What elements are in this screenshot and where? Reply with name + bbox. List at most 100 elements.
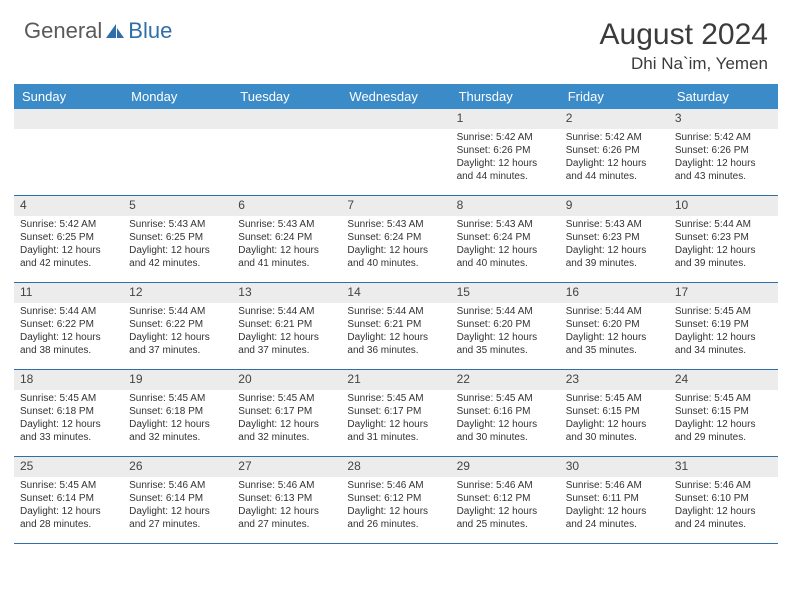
sunrise-line: Sunrise: 5:43 AM xyxy=(129,218,226,231)
week-row: 25Sunrise: 5:45 AMSunset: 6:14 PMDayligh… xyxy=(14,457,778,544)
sunset-line: Sunset: 6:25 PM xyxy=(129,231,226,244)
day-number: 7 xyxy=(341,196,450,216)
day-headers-row: SundayMondayTuesdayWednesdayThursdayFrid… xyxy=(14,84,778,109)
sunset-line: Sunset: 6:13 PM xyxy=(238,492,335,505)
daylight2-line: and 28 minutes. xyxy=(20,518,117,531)
sunrise-line: Sunrise: 5:42 AM xyxy=(675,131,772,144)
sunrise-line: Sunrise: 5:44 AM xyxy=(566,305,663,318)
daylight1-line: Daylight: 12 hours xyxy=(675,157,772,170)
day-header: Saturday xyxy=(669,84,778,109)
daylight2-line: and 30 minutes. xyxy=(566,431,663,444)
day-header: Thursday xyxy=(451,84,560,109)
day-cell: 30Sunrise: 5:46 AMSunset: 6:11 PMDayligh… xyxy=(560,457,669,543)
day-header: Sunday xyxy=(14,84,123,109)
sunrise-line: Sunrise: 5:45 AM xyxy=(238,392,335,405)
daylight1-line: Daylight: 12 hours xyxy=(347,331,444,344)
day-number: 3 xyxy=(669,109,778,129)
daylight1-line: Daylight: 12 hours xyxy=(457,505,554,518)
week-row: 18Sunrise: 5:45 AMSunset: 6:18 PMDayligh… xyxy=(14,370,778,457)
daylight2-line: and 40 minutes. xyxy=(347,257,444,270)
sunrise-line: Sunrise: 5:44 AM xyxy=(238,305,335,318)
day-cell: 8Sunrise: 5:43 AMSunset: 6:24 PMDaylight… xyxy=(451,196,560,282)
daylight2-line: and 24 minutes. xyxy=(675,518,772,531)
day-number xyxy=(14,109,123,129)
day-cell: 12Sunrise: 5:44 AMSunset: 6:22 PMDayligh… xyxy=(123,283,232,369)
sunset-line: Sunset: 6:22 PM xyxy=(20,318,117,331)
daylight1-line: Daylight: 12 hours xyxy=(566,505,663,518)
day-cell xyxy=(232,109,341,195)
day-number xyxy=(123,109,232,129)
sunset-line: Sunset: 6:15 PM xyxy=(566,405,663,418)
day-number: 15 xyxy=(451,283,560,303)
sunset-line: Sunset: 6:22 PM xyxy=(129,318,226,331)
sunset-line: Sunset: 6:21 PM xyxy=(238,318,335,331)
sunrise-line: Sunrise: 5:44 AM xyxy=(20,305,117,318)
day-number: 17 xyxy=(669,283,778,303)
daylight1-line: Daylight: 12 hours xyxy=(566,331,663,344)
week-row: 1Sunrise: 5:42 AMSunset: 6:26 PMDaylight… xyxy=(14,109,778,196)
sunrise-line: Sunrise: 5:43 AM xyxy=(566,218,663,231)
daylight2-line: and 35 minutes. xyxy=(457,344,554,357)
day-cell: 21Sunrise: 5:45 AMSunset: 6:17 PMDayligh… xyxy=(341,370,450,456)
sunrise-line: Sunrise: 5:46 AM xyxy=(347,479,444,492)
sunset-line: Sunset: 6:21 PM xyxy=(347,318,444,331)
day-body: Sunrise: 5:44 AMSunset: 6:22 PMDaylight:… xyxy=(123,303,232,361)
daylight1-line: Daylight: 12 hours xyxy=(675,331,772,344)
daylight2-line: and 27 minutes. xyxy=(129,518,226,531)
daylight1-line: Daylight: 12 hours xyxy=(457,157,554,170)
daylight1-line: Daylight: 12 hours xyxy=(675,418,772,431)
sunrise-line: Sunrise: 5:44 AM xyxy=(675,218,772,231)
day-cell: 7Sunrise: 5:43 AMSunset: 6:24 PMDaylight… xyxy=(341,196,450,282)
day-header: Wednesday xyxy=(341,84,450,109)
daylight1-line: Daylight: 12 hours xyxy=(238,244,335,257)
daylight1-line: Daylight: 12 hours xyxy=(20,418,117,431)
sunset-line: Sunset: 6:24 PM xyxy=(347,231,444,244)
day-header: Tuesday xyxy=(232,84,341,109)
page-title: August 2024 xyxy=(600,18,768,52)
daylight2-line: and 38 minutes. xyxy=(20,344,117,357)
day-body: Sunrise: 5:43 AMSunset: 6:23 PMDaylight:… xyxy=(560,216,669,274)
day-cell: 17Sunrise: 5:45 AMSunset: 6:19 PMDayligh… xyxy=(669,283,778,369)
day-body: Sunrise: 5:45 AMSunset: 6:15 PMDaylight:… xyxy=(669,390,778,448)
sunset-line: Sunset: 6:26 PM xyxy=(457,144,554,157)
sunrise-line: Sunrise: 5:44 AM xyxy=(129,305,226,318)
sunset-line: Sunset: 6:26 PM xyxy=(566,144,663,157)
day-cell: 15Sunrise: 5:44 AMSunset: 6:20 PMDayligh… xyxy=(451,283,560,369)
sunrise-line: Sunrise: 5:43 AM xyxy=(347,218,444,231)
day-cell: 22Sunrise: 5:45 AMSunset: 6:16 PMDayligh… xyxy=(451,370,560,456)
sunset-line: Sunset: 6:18 PM xyxy=(129,405,226,418)
day-number: 27 xyxy=(232,457,341,477)
sunrise-line: Sunrise: 5:42 AM xyxy=(457,131,554,144)
daylight2-line: and 44 minutes. xyxy=(457,170,554,183)
day-number xyxy=(232,109,341,129)
sunrise-line: Sunrise: 5:46 AM xyxy=(675,479,772,492)
sail-icon xyxy=(104,22,126,40)
day-body: Sunrise: 5:46 AMSunset: 6:13 PMDaylight:… xyxy=(232,477,341,535)
day-body: Sunrise: 5:42 AMSunset: 6:26 PMDaylight:… xyxy=(451,129,560,187)
day-body: Sunrise: 5:44 AMSunset: 6:21 PMDaylight:… xyxy=(232,303,341,361)
daylight2-line: and 29 minutes. xyxy=(675,431,772,444)
day-body: Sunrise: 5:46 AMSunset: 6:11 PMDaylight:… xyxy=(560,477,669,535)
day-cell: 9Sunrise: 5:43 AMSunset: 6:23 PMDaylight… xyxy=(560,196,669,282)
daylight2-line: and 31 minutes. xyxy=(347,431,444,444)
day-body: Sunrise: 5:43 AMSunset: 6:24 PMDaylight:… xyxy=(341,216,450,274)
day-cell: 26Sunrise: 5:46 AMSunset: 6:14 PMDayligh… xyxy=(123,457,232,543)
daylight1-line: Daylight: 12 hours xyxy=(20,244,117,257)
day-cell: 13Sunrise: 5:44 AMSunset: 6:21 PMDayligh… xyxy=(232,283,341,369)
day-number: 21 xyxy=(341,370,450,390)
brand-logo: General Blue xyxy=(24,18,172,44)
day-body: Sunrise: 5:45 AMSunset: 6:18 PMDaylight:… xyxy=(123,390,232,448)
daylight2-line: and 32 minutes. xyxy=(238,431,335,444)
daylight2-line: and 35 minutes. xyxy=(566,344,663,357)
day-cell: 14Sunrise: 5:44 AMSunset: 6:21 PMDayligh… xyxy=(341,283,450,369)
day-body xyxy=(123,129,232,135)
sunrise-line: Sunrise: 5:45 AM xyxy=(347,392,444,405)
day-number: 23 xyxy=(560,370,669,390)
day-body: Sunrise: 5:46 AMSunset: 6:12 PMDaylight:… xyxy=(451,477,560,535)
daylight1-line: Daylight: 12 hours xyxy=(20,505,117,518)
sunset-line: Sunset: 6:17 PM xyxy=(238,405,335,418)
daylight1-line: Daylight: 12 hours xyxy=(129,331,226,344)
daylight2-line: and 33 minutes. xyxy=(20,431,117,444)
sunrise-line: Sunrise: 5:42 AM xyxy=(20,218,117,231)
brand-part2: Blue xyxy=(128,18,172,44)
